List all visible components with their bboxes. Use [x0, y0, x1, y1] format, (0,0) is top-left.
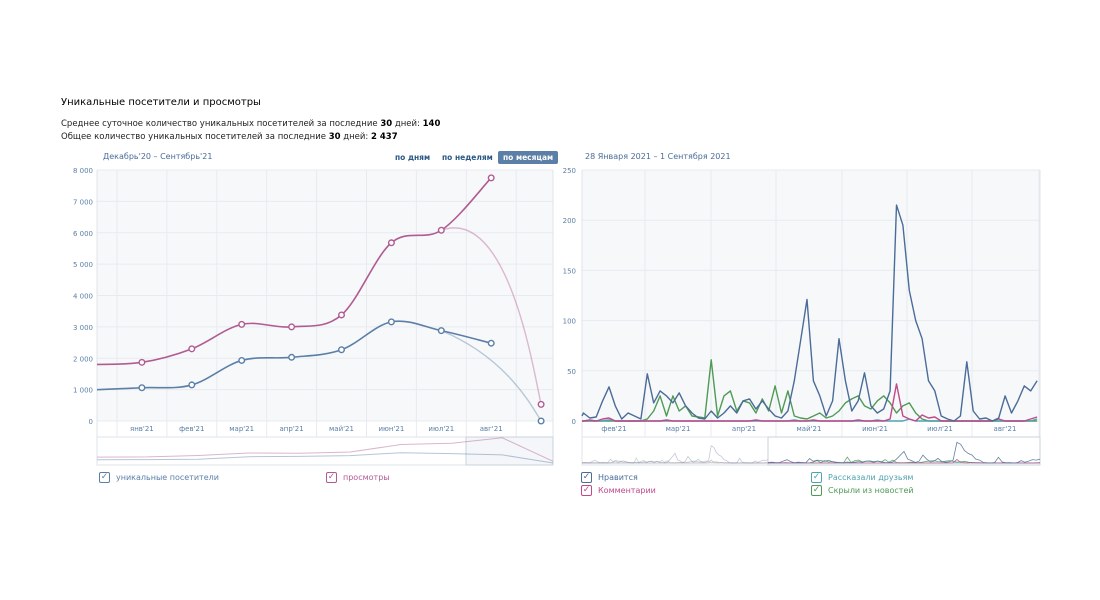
x-tick-label: июл'21: [428, 425, 454, 433]
checkbox-checked-icon[interactable]: ✓: [326, 472, 337, 483]
y-tick-label: 5 000: [73, 261, 93, 269]
legend-label: Нравится: [598, 473, 638, 482]
x-tick-label: фев'21: [179, 425, 204, 433]
series-line-partial-0: [441, 329, 542, 422]
data-point: [188, 345, 196, 353]
x-tick-label: май'21: [329, 425, 354, 433]
x-tick-label: мар'21: [666, 425, 691, 433]
legend-label: уникальные посетители: [116, 473, 219, 482]
plot-area: [582, 170, 1040, 421]
data-point: [487, 339, 495, 347]
data-point: [138, 384, 146, 392]
data-point: [238, 320, 246, 328]
checkbox-checked-icon[interactable]: ✓: [99, 472, 110, 483]
navigator-selection: [767, 436, 1041, 466]
checkbox-checked-icon[interactable]: ✓: [811, 472, 822, 483]
data-point: [437, 226, 445, 234]
right-chart-period: 28 Января 2021 – 1 Сентября 2021: [585, 152, 731, 161]
legend-label: Скрыли из новостей: [828, 486, 914, 495]
legend-comments[interactable]: ✓ Комментарии: [581, 485, 656, 496]
navigator-line-0: [767, 441, 1041, 464]
data-point: [387, 239, 395, 247]
x-tick-label: апр'21: [732, 425, 756, 433]
by-days-button[interactable]: по дням: [395, 153, 431, 162]
data-point: [487, 174, 495, 182]
navigator: [581, 436, 1041, 466]
legend-hidden[interactable]: ✓ Скрыли из новостей: [811, 485, 914, 496]
series-line-1: [582, 383, 1038, 422]
legend-label: Комментарии: [598, 486, 656, 495]
navigator-line-history-0: [581, 445, 769, 464]
y-tick-label: 3 000: [73, 324, 93, 332]
y-tick-label: 0: [89, 418, 93, 426]
y-tick-label: 250: [563, 167, 576, 175]
y-tick-label: 1 000: [73, 387, 93, 395]
data-point: [537, 417, 545, 425]
y-tick-label: 150: [563, 267, 576, 275]
checkbox-checked-icon[interactable]: ✓: [811, 485, 822, 496]
y-tick-label: 100: [563, 318, 576, 326]
data-point: [238, 356, 246, 364]
legend-views[interactable]: ✓ просмотры: [326, 472, 390, 483]
series-line-partial-1: [441, 227, 542, 405]
data-point: [437, 327, 445, 335]
by-weeks-button[interactable]: по неделям: [442, 153, 493, 162]
data-point: [537, 400, 545, 408]
navigator-selection: [465, 436, 554, 466]
x-tick-label: июн'21: [862, 425, 888, 433]
x-tick-label: янв'21: [130, 425, 154, 433]
legend-label: просмотры: [343, 473, 390, 482]
y-tick-label: 8 000: [73, 167, 93, 175]
y-tick-label: 0: [572, 418, 576, 426]
navigator-line-0: [96, 452, 554, 464]
page-title: Уникальные посетители и просмотры: [61, 97, 261, 108]
x-tick-label: май'21: [797, 425, 822, 433]
legend-shares[interactable]: ✓ Рассказали друзьям: [811, 472, 913, 483]
x-tick-label: фев'21: [601, 425, 626, 433]
y-tick-label: 7 000: [73, 198, 93, 206]
avg-daily-visitors-stat: Среднее суточное количество уникальных п…: [61, 119, 441, 129]
navigator-line-1: [768, 458, 1041, 464]
navigator-line-1: [96, 437, 554, 462]
x-tick-label: авг'21: [994, 425, 1017, 433]
total-visitors-stat: Общее количество уникальных посетителей …: [61, 132, 398, 142]
legend-likes[interactable]: ✓ Нравится: [581, 472, 638, 483]
left-chart-period: Декабрь'20 – Сентябрь'21: [103, 152, 213, 161]
checkbox-checked-icon[interactable]: ✓: [581, 485, 592, 496]
legend-visitors[interactable]: ✓ уникальные посетители: [99, 472, 219, 483]
x-tick-label: авг'21: [480, 425, 503, 433]
y-tick-label: 50: [567, 368, 576, 376]
by-months-button[interactable]: по месяцам: [498, 151, 559, 164]
data-point: [338, 311, 346, 319]
x-tick-label: апр'21: [280, 425, 304, 433]
series-line-0: [581, 204, 1038, 422]
checkbox-checked-icon[interactable]: ✓: [581, 472, 592, 483]
data-point: [288, 353, 296, 361]
x-tick-label: июн'21: [378, 425, 404, 433]
y-tick-label: 4 000: [73, 293, 93, 301]
x-tick-label: мар'21: [229, 425, 254, 433]
data-point: [338, 346, 346, 354]
x-tick-label: июл'21: [927, 425, 953, 433]
legend-label: Рассказали друзьям: [828, 473, 914, 482]
y-tick-label: 2 000: [73, 355, 93, 363]
y-tick-label: 6 000: [73, 230, 93, 238]
data-point: [387, 318, 395, 326]
navigator-line-history-3: [582, 457, 768, 464]
navigator-line-history-1: [582, 459, 769, 464]
data-point: [138, 358, 146, 366]
y-tick-label: 200: [563, 217, 576, 225]
data-point: [188, 381, 196, 389]
data-point: [288, 323, 296, 331]
